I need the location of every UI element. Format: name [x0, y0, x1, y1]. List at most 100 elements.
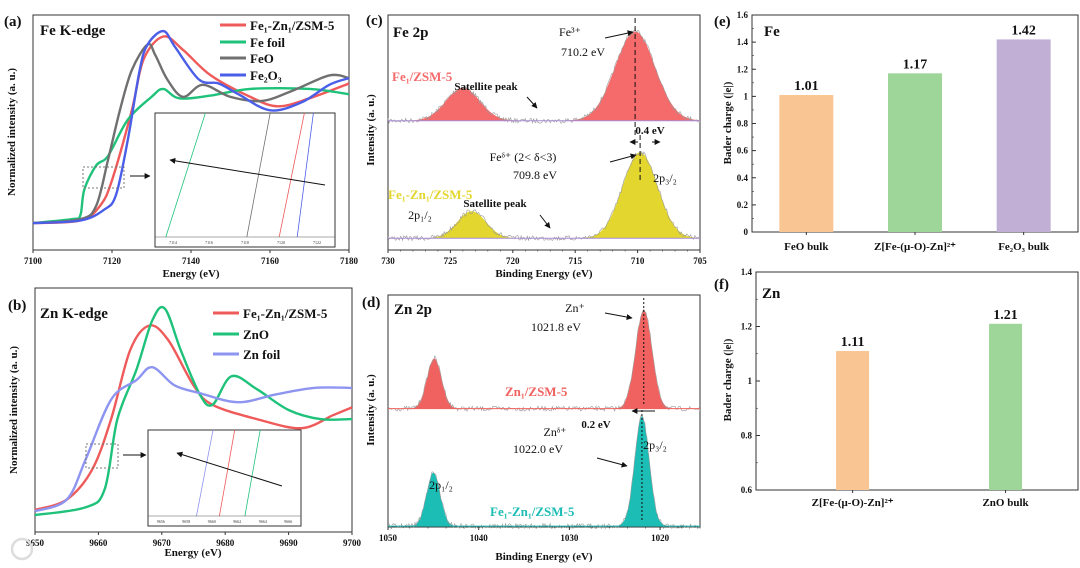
- inset-line: [196, 429, 214, 517]
- inset-line: [296, 112, 314, 238]
- inset-tick-label: 7118: [241, 240, 249, 245]
- legend-label: ZnO: [243, 327, 269, 342]
- category-label: Z[Fe-(μ-O)-Zn]²⁺: [812, 497, 894, 509]
- annotation: Zn⁺: [565, 301, 585, 315]
- annotation: 0.4 eV: [635, 125, 664, 137]
- y-tick-label: 1.4: [737, 37, 749, 47]
- inset-line: [219, 429, 236, 517]
- panel-label: (a): [4, 14, 22, 30]
- series-line: [32, 42, 350, 225]
- panel-title: Zn 2p: [394, 302, 432, 318]
- x-tick-label: 7140: [182, 256, 201, 266]
- raw-spectrum-line: [387, 308, 701, 413]
- inset-frame: [154, 112, 336, 248]
- legend-label: Fe foil: [250, 35, 285, 50]
- annotation: Znᵟ⁺: [544, 425, 567, 439]
- x-tick-label: 1040: [470, 533, 489, 543]
- panel-label: (c): [366, 13, 383, 29]
- x-tick-label: 7120: [103, 256, 122, 266]
- series-line: [34, 365, 353, 513]
- trend-arrow: [169, 157, 326, 186]
- annotation-arrow: [609, 153, 637, 163]
- bar-value-label: 1.01: [794, 79, 819, 94]
- annotation: Fe³⁺: [559, 25, 581, 39]
- inset-tick-label: 7120: [277, 240, 285, 245]
- y-tick-label: 1.2: [737, 64, 749, 74]
- legend-label: Fe₁-Zn₁/ZSM-5: [243, 306, 328, 321]
- annotation: 2p₃/₂: [653, 171, 677, 185]
- zoom-region: [82, 166, 125, 189]
- category-label: Fe₂O₃ bulk: [998, 241, 1050, 253]
- fitted-peak-area: [388, 31, 700, 121]
- sample-label: Fe₁/ZSM-5: [392, 69, 453, 84]
- inset-tick-label: 9666: [284, 519, 292, 524]
- series-line: [32, 35, 350, 225]
- annotation: 2p₁/₂: [408, 208, 432, 222]
- panel-title: Zn: [762, 286, 781, 302]
- y-axis-title: Bader charge (|e|): [722, 81, 734, 164]
- series-line: [32, 86, 350, 225]
- bar-value-label: 1.17: [903, 57, 928, 72]
- raw-spectrum-line: [387, 150, 700, 242]
- panel-1-frame: [34, 287, 353, 533]
- legend-label: Fe₁-Zn₁/ZSM-5: [250, 18, 335, 33]
- x-tick-label: 9660: [89, 538, 108, 548]
- legend-label: FeO: [250, 51, 274, 66]
- x-tick-label: 7100: [24, 256, 43, 266]
- inset-line: [278, 112, 305, 238]
- bar: [888, 73, 942, 232]
- sample-label: Fe₁-Zn₁/ZSM-5: [388, 187, 473, 202]
- x-tick-label: 710: [631, 256, 645, 266]
- bar-value-label: 1.21: [993, 308, 1018, 323]
- annotation-arrow: [604, 30, 634, 39]
- category-label: ZnO bulk: [982, 497, 1029, 509]
- series-line: [32, 29, 350, 225]
- x-tick-label: 9680: [216, 538, 235, 548]
- annotation: Satellite peak: [463, 198, 527, 210]
- annotation-arrow: [526, 96, 538, 109]
- bar: [996, 39, 1051, 232]
- y-tick-label: 1.2: [741, 322, 753, 332]
- annotation-arrow: [539, 214, 551, 229]
- y-tick-label: 0.6: [737, 146, 749, 156]
- inset-frame: [147, 429, 302, 527]
- category-label: FeO bulk: [784, 241, 829, 253]
- annotation: 1021.8 eV: [531, 320, 581, 334]
- annotation: Satellite peak: [454, 81, 518, 93]
- inset-tick-label: 9658: [182, 519, 190, 524]
- x-tick-label: 1020: [651, 533, 670, 543]
- x-tick-label: 9690: [280, 538, 299, 548]
- fitted-peak-area: [388, 309, 700, 409]
- inset-tick-label: 7114: [169, 240, 177, 245]
- panel-title: Fe: [764, 24, 780, 40]
- watermark-logo: [10, 537, 34, 561]
- annotation: 2p₁/₂: [429, 478, 453, 492]
- annotation: Feᵟ⁺ (2< δ<3): [490, 150, 557, 164]
- panel-label: (d): [362, 295, 380, 311]
- bar: [836, 351, 870, 490]
- x-tick-label: 7180: [340, 256, 359, 266]
- inset-tick-label: 7122: [313, 240, 321, 245]
- x-tick-label: 1050: [379, 533, 398, 543]
- y-tick-label: 0.6: [741, 485, 753, 495]
- bar: [779, 95, 834, 232]
- raw-spectrum-line: [387, 29, 701, 125]
- x-tick-label: 7160: [261, 256, 280, 266]
- annotation-arrow: [604, 312, 633, 320]
- y-tick-label: 0.2: [737, 200, 749, 210]
- y-tick-label: 0.8: [741, 431, 753, 441]
- panel-title: Zn K-edge: [40, 306, 108, 322]
- bar-value-label: 1.42: [1011, 23, 1036, 38]
- annotation-arrow: [596, 457, 628, 468]
- panel-label: (e): [714, 14, 731, 30]
- series-line: [34, 305, 353, 517]
- x-tick-label: 730: [381, 256, 395, 266]
- x-axis-title: Energy (eV): [162, 268, 219, 280]
- x-tick-label: 705: [693, 256, 707, 266]
- sample-label: Zn₁/ZSM-5: [505, 384, 568, 399]
- fitted-peak-area: [388, 152, 700, 239]
- inset-tick-label: 9656: [157, 519, 165, 524]
- legend-label: Zn foil: [243, 347, 281, 362]
- annotation: 1022.0 eV: [513, 442, 563, 456]
